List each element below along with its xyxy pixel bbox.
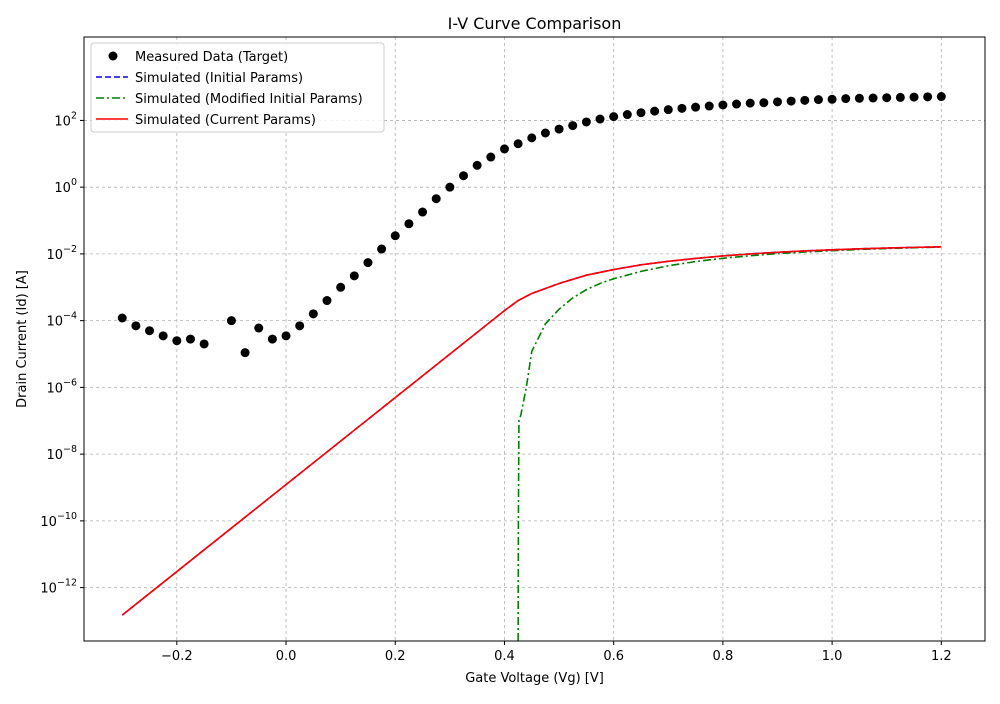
chart-title: I-V Curve Comparison [448,14,622,33]
data-point [267,334,277,344]
series-line-dashdot [517,246,942,642]
x-tick-label: 0.8 [713,649,734,664]
grid-lines [84,37,985,641]
y-axis-ticks: 102 100 10−2 10−4 10−6 10−8 10−10 10−12 [40,110,84,597]
y-tick-label: 10−12 [40,578,77,597]
series-line-solid [121,246,942,616]
data-point [650,106,660,116]
x-tick-label: 0.0 [276,649,297,664]
data-point [595,114,605,124]
y-tick-label: 10−6 [46,377,77,396]
x-axis-ticks: −0.2 0.0 0.2 0.4 0.6 0.8 1.0 1.2 [161,641,952,664]
legend-label: Simulated (Modified Initial Params) [135,92,363,107]
data-point [158,331,168,341]
data-point [226,316,236,326]
plot-frame [83,36,986,642]
legend-marker [108,51,118,61]
data-point [636,108,646,118]
data-point [677,103,687,113]
data-point [718,100,728,110]
data-point [486,152,496,162]
data-point [786,96,796,106]
data-point [431,194,441,204]
data-point [322,296,332,306]
x-tick-label: 1.0 [822,649,843,664]
y-tick-label: 100 [54,177,77,196]
data-point [827,94,837,104]
x-tick-label: 0.2 [385,649,406,664]
data-point [527,133,537,143]
data-point [691,102,701,112]
data-point [185,334,195,344]
y-tick-label: 102 [54,110,77,129]
data-point [281,331,291,341]
legend: Measured Data (Target) Simulated (Initial… [90,42,385,133]
data-point [772,97,782,107]
data-point [622,110,632,120]
data-point [581,117,591,127]
data-point [609,112,619,122]
data-point [295,321,305,331]
data-point [254,323,264,333]
x-tick-label: 1.2 [931,649,952,664]
data-point [663,105,673,115]
legend-label: Simulated (Current Params) [135,113,316,128]
series-layer [117,92,946,642]
y-tick-label: 10−2 [46,244,77,263]
data-point [704,101,714,111]
x-tick-label: 0.4 [494,649,515,664]
data-point [472,160,482,170]
data-point [841,94,851,104]
data-point [745,98,755,108]
data-point [459,171,469,181]
data-point [308,309,318,319]
data-point [349,271,359,281]
data-point [895,92,905,102]
data-point [336,282,346,292]
data-point [390,231,400,241]
data-point [923,92,933,102]
y-tick-label: 10−4 [46,311,77,330]
data-point [499,144,509,154]
data-point [404,219,414,229]
data-point [868,93,878,103]
data-point [759,98,769,108]
data-point [131,321,141,331]
data-point [800,95,810,105]
data-point [240,348,250,358]
data-point [199,339,209,349]
y-axis-label: Drain Current (Id) [A] [15,270,30,408]
legend-label: Measured Data (Target) [135,50,288,65]
data-point [854,93,864,103]
y-tick-label: 10−8 [46,444,77,463]
legend-box [90,42,385,133]
data-point [377,244,387,254]
legend-label: Simulated (Initial Params) [135,71,303,86]
data-point [540,128,550,138]
data-point [145,326,155,336]
data-point [418,207,428,217]
data-point [363,258,373,268]
data-point [172,336,182,346]
data-point [732,99,742,109]
data-point [936,92,946,102]
x-axis-label: Gate Voltage (Vg) [V] [465,671,604,686]
data-point [813,95,823,105]
data-point [554,124,564,134]
series-line-dashed [121,246,942,616]
data-point [445,182,455,192]
data-point [513,139,523,149]
x-tick-label: −0.2 [161,649,193,664]
data-point [909,92,919,102]
data-point [117,313,127,323]
y-tick-label: 10−10 [40,511,77,530]
data-point [568,121,578,131]
x-tick-label: 0.6 [603,649,624,664]
data-point [882,93,892,103]
